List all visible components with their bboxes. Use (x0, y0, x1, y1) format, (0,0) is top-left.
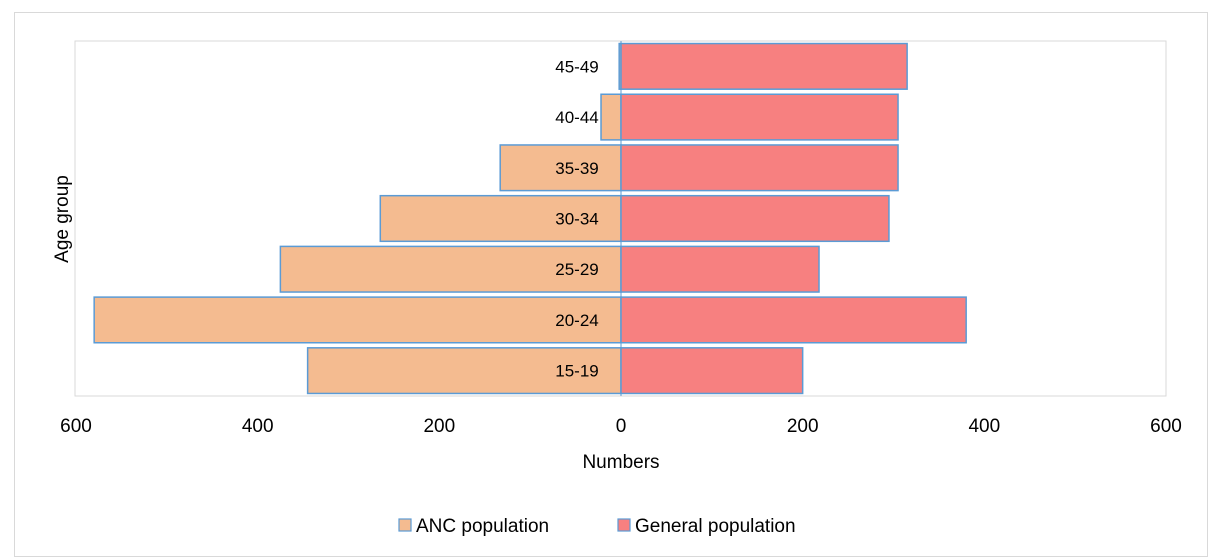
x-tick-label: 400 (242, 416, 274, 437)
category-label: 25-29 (555, 260, 598, 279)
legend: ANC population General population (398, 516, 796, 537)
x-tick-label: 400 (968, 416, 1000, 437)
bar-anc-20-24 (93, 296, 622, 344)
bar-general-40-44 (620, 93, 899, 141)
bar-general-15-19 (620, 347, 804, 395)
legend-label-general: General population (635, 516, 796, 537)
bar-general-30-34 (620, 194, 890, 243)
x-tick-label: 600 (60, 416, 92, 437)
bar-anc-15-19 (306, 347, 622, 395)
general-bars (620, 42, 967, 395)
category-label: 30-34 (555, 210, 598, 229)
x-tick-label: 0 (616, 416, 627, 437)
category-label: 40-44 (555, 108, 598, 127)
x-tick-label: 200 (787, 416, 819, 437)
x-tick-label: 600 (1150, 416, 1182, 437)
bar-general-25-29 (620, 245, 820, 293)
bar-anc-40-44 (600, 93, 622, 141)
category-label: 45-49 (555, 57, 598, 76)
category-label: 15-19 (555, 362, 598, 381)
category-label: 35-39 (555, 159, 598, 178)
bar-general-45-49 (620, 42, 908, 90)
x-tick-label: 200 (423, 416, 455, 437)
x-tick-labels: 600 400 200 0 200 400 600 (60, 416, 1182, 437)
y-axis-title: Age group (52, 175, 73, 263)
bar-anc-25-29 (279, 245, 622, 293)
anc-bars (93, 42, 622, 395)
legend-swatch-anc (398, 518, 412, 532)
category-labels: 15-19 20-24 25-29 30-34 35-39 40-44 45-49 (555, 57, 598, 380)
bar-anc-35-39 (499, 144, 622, 192)
legend-label-anc: ANC population (416, 516, 549, 537)
bar-general-20-24 (620, 296, 967, 344)
bar-anc-30-34 (379, 194, 622, 243)
x-axis-title: Numbers (582, 452, 659, 473)
bar-general-35-39 (620, 144, 899, 192)
legend-swatch-general (617, 518, 631, 532)
category-label: 20-24 (555, 311, 598, 330)
